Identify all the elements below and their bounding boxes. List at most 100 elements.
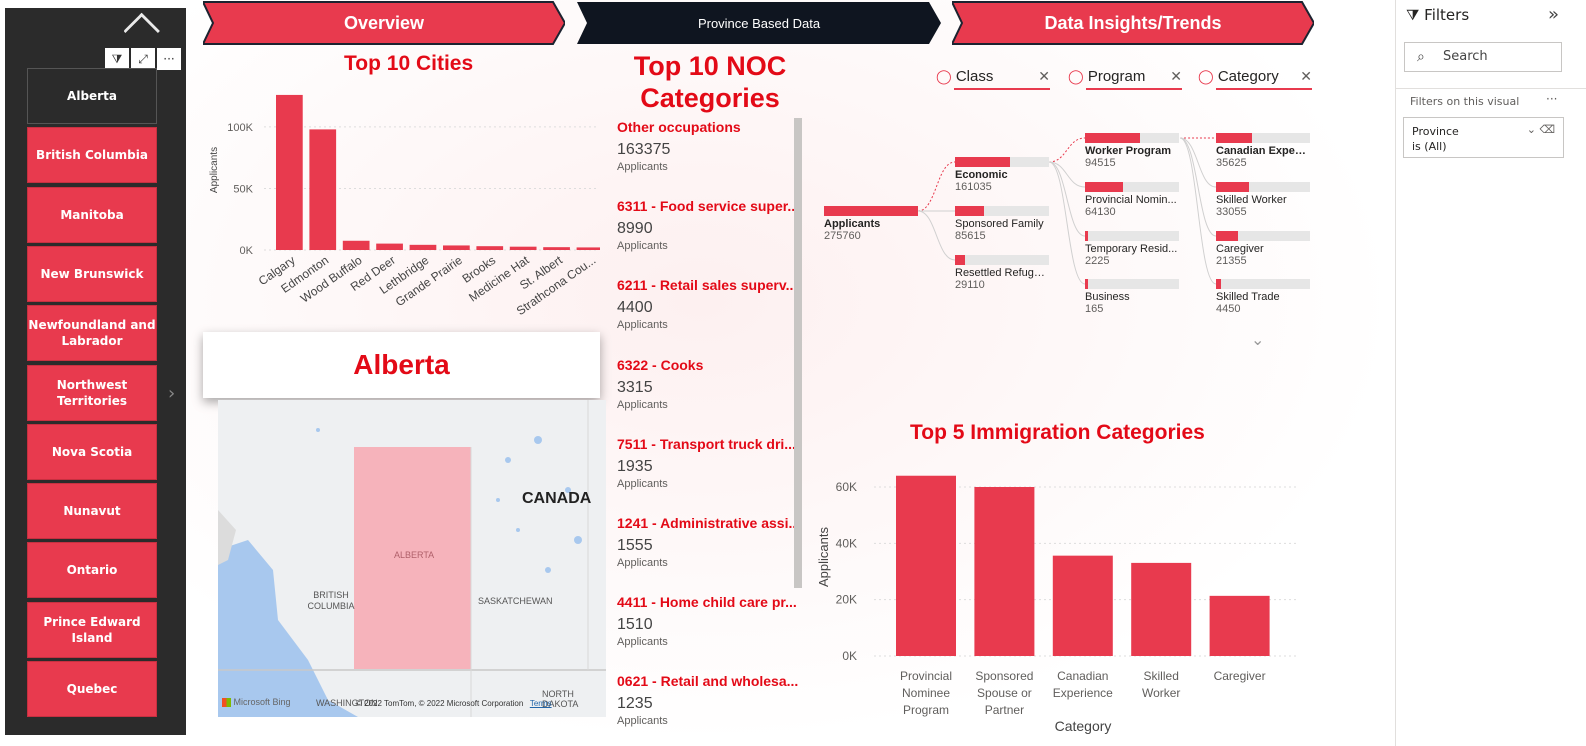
decomp-value: 165 (1085, 303, 1104, 315)
decomp-node[interactable]: Business 165 (1085, 279, 1179, 315)
decomp-value: 4450 (1216, 303, 1241, 315)
decomp-connector (1048, 161, 1086, 285)
eraser-icon[interactable]: ⌫ (1539, 123, 1555, 136)
city-bar (443, 245, 470, 250)
nav-province-data[interactable]: Province Based Data (577, 0, 941, 46)
report-canvas: Overview Province Based Data Data Insigh… (0, 0, 1395, 746)
decomp-header[interactable]: ◯ Category ✕ (1198, 68, 1312, 90)
filter-icon[interactable]: ⧩ (105, 48, 129, 70)
decomp-value: 35625 (1216, 157, 1247, 169)
decomp-node[interactable]: Canadian Experi... 35625 (1216, 133, 1310, 169)
noc-scrollbar[interactable] (794, 118, 802, 588)
nav-insights[interactable]: Data Insights/Trends (952, 0, 1314, 46)
decomp-node[interactable]: Sponsored Family 85615 (955, 206, 1049, 242)
decomp-node[interactable]: Resettled Refugee... 29110 (955, 255, 1049, 291)
filters-pane: ⧩ Filters » ⌕ Search Filters on this visu… (1395, 0, 1586, 746)
lightbulb-icon: ◯ (936, 68, 952, 84)
decomp-bar-fill (955, 255, 966, 265)
decomp-value: 2225 (1085, 255, 1110, 267)
province-item[interactable]: Ontario (27, 542, 157, 599)
decomp-bar (1216, 182, 1310, 192)
chevron-down-icon[interactable]: ⌄ (1526, 123, 1536, 136)
province-item[interactable]: Quebec (27, 661, 157, 717)
map-graphic (218, 400, 606, 717)
province-item[interactable]: Prince Edward Island (27, 601, 157, 658)
province-item[interactable]: Nunavut (27, 483, 157, 540)
noc-item-value: 1935 (617, 457, 653, 475)
decomp-node[interactable]: Economic 161035 (955, 157, 1049, 193)
nav-overview[interactable]: Overview (203, 0, 565, 46)
filters-search-input[interactable]: ⌕ Search (1404, 42, 1562, 72)
noc-item-name: 1241 - Administrative assi... (617, 515, 801, 531)
city-bar (409, 244, 437, 250)
province-item[interactable]: Manitoba (27, 186, 157, 243)
close-icon[interactable]: ✕ (1300, 68, 1312, 84)
chevron-down-icon[interactable]: ⌄ (1251, 330, 1265, 349)
y-tick-label: 50K (233, 183, 253, 195)
province-item[interactable]: Nova Scotia (27, 423, 157, 480)
decomp-value: 21355 (1216, 255, 1247, 267)
decomp-node[interactable]: Provincial Nomin... 64130 (1085, 182, 1179, 218)
decomp-bar-fill (1216, 133, 1252, 143)
province-map[interactable]: CANADA ALBERTA BRITISH COLUMBIA SASKATCH… (218, 400, 606, 717)
filter-card-province[interactable]: Province is (All) ⌄ ⌫ (1403, 117, 1564, 158)
decomp-node[interactable]: Skilled Worker 33055 (1216, 182, 1310, 218)
more-options-icon[interactable]: ··· (157, 48, 181, 70)
decomp-node[interactable]: Skilled Trade 4450 (1216, 279, 1310, 315)
decomp-node[interactable]: Worker Program 94515 (1085, 133, 1179, 169)
collapse-pane-icon[interactable]: » (1548, 4, 1560, 25)
close-icon[interactable]: ✕ (1038, 68, 1050, 84)
decomp-value: 94515 (1085, 157, 1116, 169)
noc-item-name: 0621 - Retail and wholesa... (617, 673, 799, 690)
filter-card-actions[interactable]: ⌄ ⌫ (1527, 122, 1555, 137)
map-terms-link[interactable]: Terms (529, 699, 552, 708)
province-item[interactable]: Northwest Territories (27, 364, 157, 421)
decomp-header[interactable]: ◯ Class ✕ (936, 68, 1050, 90)
decomp-bar (1085, 182, 1179, 192)
noc-item-value: 1555 (617, 537, 653, 554)
imm-category-label: Experience (1053, 686, 1113, 700)
resize-handle-icon[interactable] (123, 12, 161, 50)
decomp-header[interactable]: ◯ Program ✕ (1068, 68, 1182, 90)
focus-mode-icon[interactable]: ⤢ (131, 48, 155, 70)
imm-title: Top 5 Immigration Categories (910, 421, 1205, 444)
province-item[interactable]: Newfoundland and Labrador (27, 305, 157, 362)
noc-item: 6311 - Food service super... 8990 Applican… (617, 198, 802, 252)
imm-bar (974, 487, 1035, 656)
imm-category-label: Caregiver (1214, 669, 1266, 683)
noc-item-label: Applicants (617, 557, 668, 569)
chevron-right-icon[interactable]: › (168, 383, 176, 404)
filters-header: ⧩ Filters (1406, 6, 1470, 24)
decomp-node[interactable]: Applicants 275760 (824, 206, 918, 242)
decomp-node[interactable]: Caregiver 21355 (1216, 231, 1310, 267)
map-label-bc: BRITISH COLUMBIA (307, 590, 355, 611)
noc-item-value: 4400 (617, 299, 653, 317)
province-card-name: Alberta (353, 349, 450, 380)
visual-header-tools: ⧩ ⤢ ··· (105, 48, 181, 70)
decomp-node[interactable]: Temporary Resid... 2225 (1085, 231, 1179, 267)
more-options-icon[interactable]: ··· (1546, 92, 1558, 106)
city-bar (476, 246, 504, 250)
decomp-bar (1216, 231, 1310, 241)
province-item[interactable]: Alberta (27, 68, 157, 124)
decomp-bar-fill (1216, 231, 1238, 241)
lightbulb-icon: ◯ (1198, 68, 1214, 84)
city-bar (543, 247, 570, 250)
imm-category-label: Spouse or (977, 686, 1032, 700)
decomp-bar-fill (1216, 279, 1221, 289)
decomp-bar-fill (1216, 182, 1249, 192)
province-item[interactable]: New Brunswick (27, 245, 157, 302)
nav-insights-label: Data Insights/Trends (1044, 12, 1222, 33)
decomp-connector (1179, 137, 1217, 188)
noc-item-name: 6311 - Food service super... (617, 198, 800, 215)
decomp-value: 64130 (1085, 206, 1116, 218)
city-bar (276, 94, 303, 250)
imm-category-label: Sponsored (975, 669, 1033, 683)
imm-category-label: Skilled (1144, 669, 1179, 683)
decomp-connector (1048, 137, 1086, 163)
city-bar (376, 243, 403, 250)
province-card: Alberta (203, 332, 600, 398)
close-icon[interactable]: ✕ (1170, 68, 1182, 84)
noc-item-label: Applicants (617, 477, 668, 490)
province-item[interactable]: British Columbia (27, 127, 157, 184)
